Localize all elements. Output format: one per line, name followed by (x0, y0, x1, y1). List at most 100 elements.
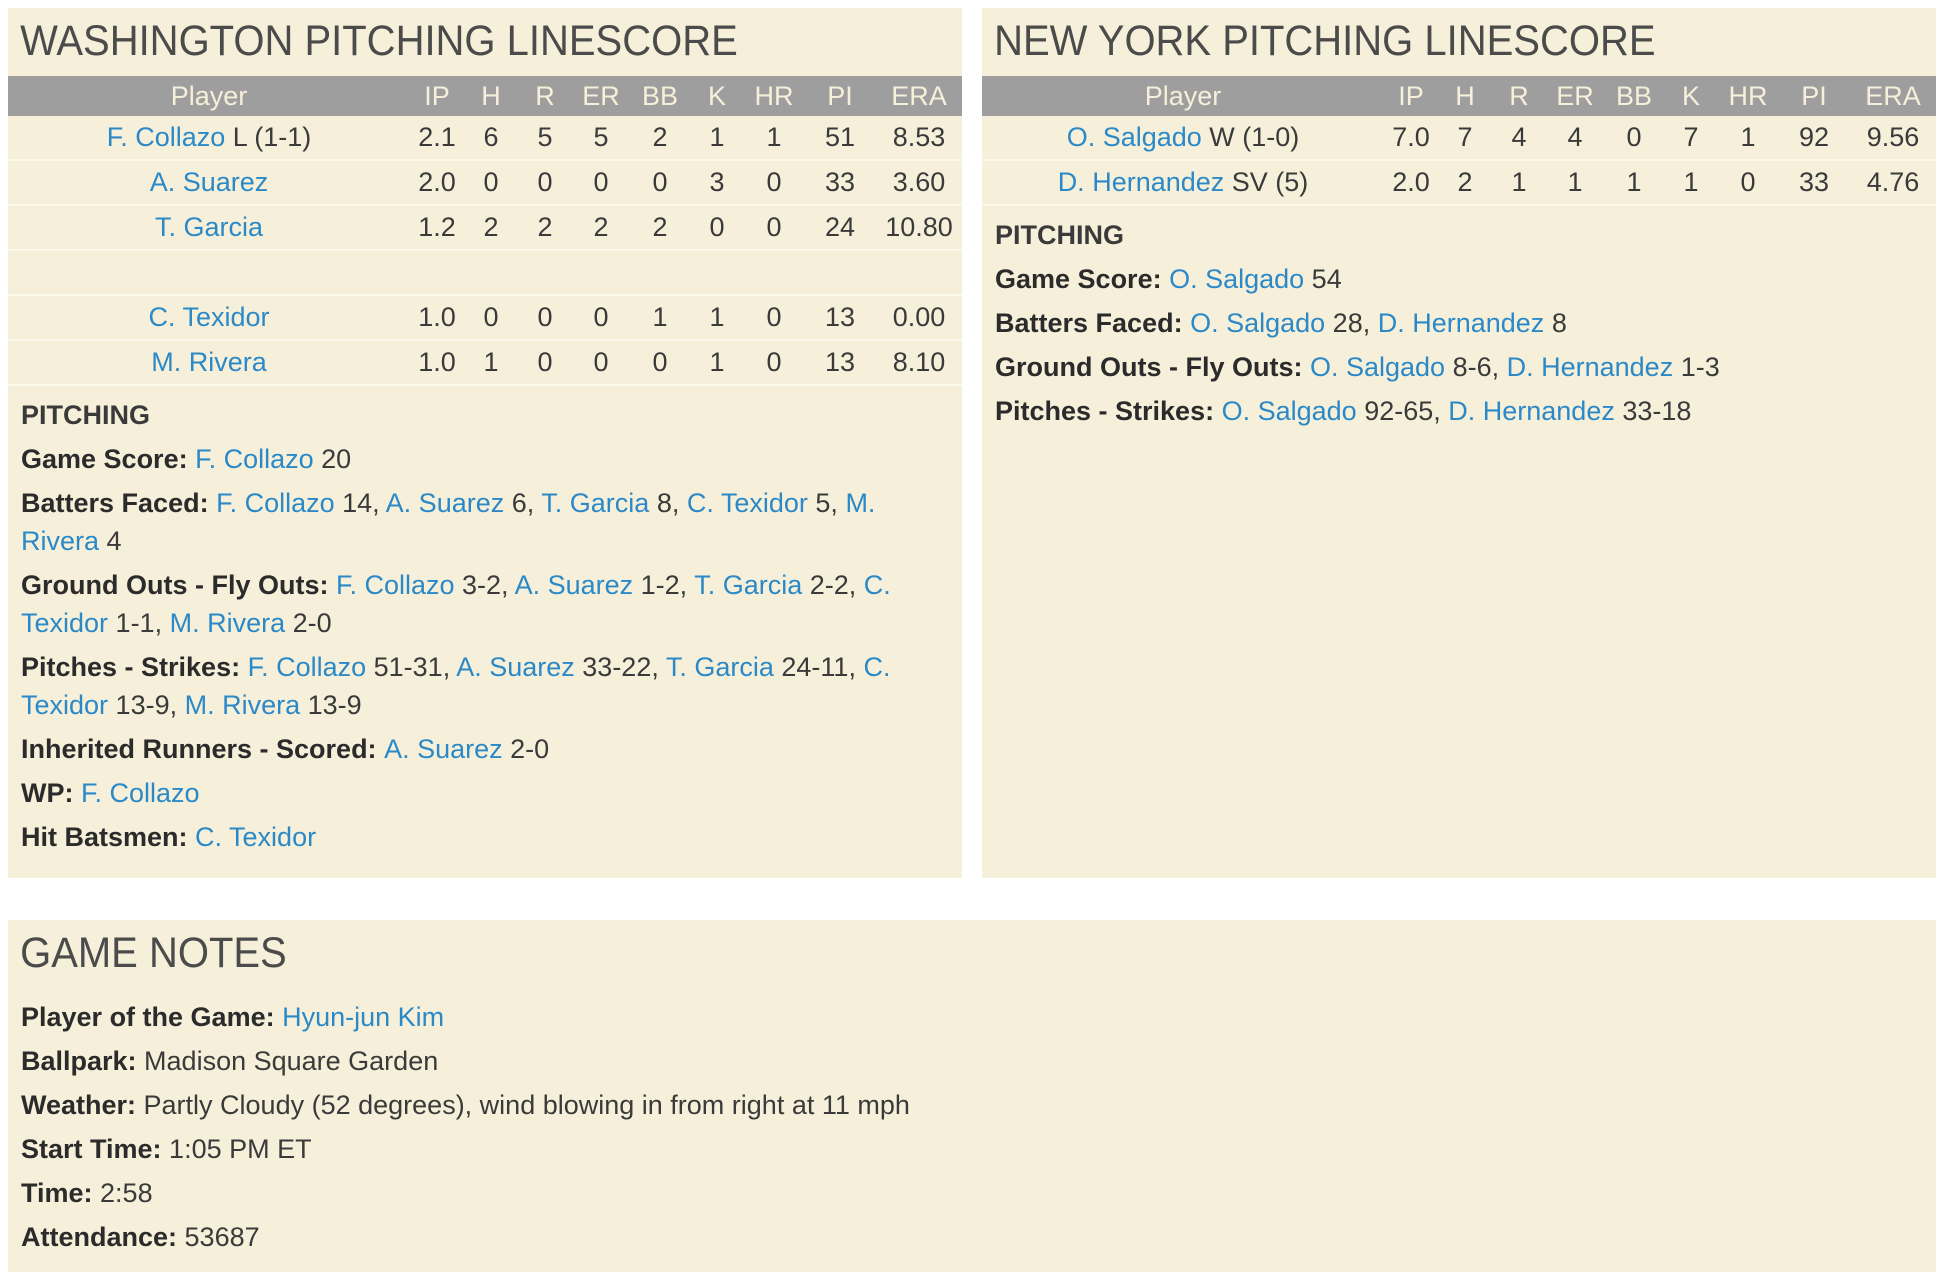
stat-cell: 1.0 (410, 295, 464, 341)
stat-cell: 13 (804, 340, 876, 386)
note-label: Ground Outs - Fly Outs: (21, 570, 336, 600)
player-link[interactable]: F. Collazo (216, 488, 335, 518)
note-label: Pitches - Strikes: (995, 396, 1222, 426)
notes-body: Game Score: F. Collazo 20 Batters Faced: … (21, 440, 948, 856)
player-link[interactable]: T. Garcia (541, 488, 650, 518)
player-link[interactable]: M. Rivera (184, 690, 301, 720)
column-header: ERA (1850, 76, 1936, 116)
player-link[interactable]: O. Salgado (1169, 264, 1305, 294)
pitcher-link[interactable]: F. Collazo (106, 122, 226, 152)
player-link[interactable]: A. Suarez (384, 734, 503, 764)
pitcher-cell: T. Garcia (8, 205, 410, 251)
player-link[interactable]: O. Salgado (1221, 396, 1357, 426)
table-header-row: Player IP H R ER BB K HR PI ERA (982, 76, 1936, 116)
player-link[interactable]: O. Salgado (1309, 352, 1446, 382)
player-link[interactable]: D. Hernandez (1377, 308, 1545, 338)
player-link[interactable]: T. Garcia (665, 652, 774, 682)
column-header: Player (8, 76, 410, 116)
stat-cell: 1 (1718, 116, 1778, 161)
note-line: Player of the Game: Hyun-jun Kim (21, 998, 1922, 1036)
note-text: Madison Square Garden (144, 1046, 439, 1076)
player-link[interactable]: C. Texidor (21, 570, 891, 638)
note-label: WP: (21, 778, 81, 808)
note-text: 24-11, (773, 652, 864, 682)
column-header: PI (1778, 76, 1850, 116)
pitcher-link[interactable]: M. Rivera (151, 347, 267, 377)
stat-cell: 1 (630, 295, 690, 341)
stat-cell (630, 250, 690, 296)
stat-cell: 0 (1718, 160, 1778, 206)
stat-cell: 0 (464, 160, 518, 206)
stat-cell: 24 (804, 205, 876, 251)
stat-cell: 2 (464, 205, 518, 251)
game-notes: Player of the Game: Hyun-jun Kim Ballpark… (8, 988, 1936, 1272)
note-label: Player of the Game: (21, 1002, 283, 1032)
stat-cell: 2.1 (410, 116, 464, 161)
player-link[interactable]: M. Rivera (169, 608, 286, 638)
stat-cell: 10.80 (876, 205, 962, 251)
pitcher-row: F. Collazo L (1-1) 2.1 6 5 5 2 1 1 51 8.53 (8, 116, 962, 161)
player-link[interactable]: F. Collazo (81, 778, 200, 808)
stat-cell: 0 (572, 340, 630, 386)
table-header-row: Player IP H R ER BB K HR PI ERA (8, 76, 962, 116)
game-notes-panel: GAME NOTES Player of the Game: Hyun-jun … (8, 920, 1936, 1272)
pitcher-link[interactable]: C. Texidor (148, 302, 270, 332)
player-link[interactable]: F. Collazo (247, 652, 367, 682)
player-link[interactable]: F. Collazo (195, 444, 314, 474)
note-line: Pitches - Strikes: O. Salgado 92-65, D. … (995, 392, 1922, 430)
player-link[interactable]: Hyun-jun Kim (282, 1002, 445, 1032)
empty-row (8, 250, 962, 296)
stat-cell: 33 (804, 160, 876, 206)
table-body: F. Collazo L (1-1) 2.1 6 5 5 2 1 1 51 8.53 A. Suar… (8, 116, 962, 386)
player-link[interactable]: C. Texidor (195, 822, 317, 852)
newyork-panel-title: NEW YORK PITCHING LINESCORE (994, 17, 1656, 65)
player-link[interactable]: C. Texidor (686, 488, 808, 518)
player-link[interactable]: D. Hernandez (1506, 352, 1674, 382)
note-label: Pitches - Strikes: (21, 652, 248, 682)
washington-pitching-table: Player IP H R ER BB K HR PI ERA F. Collazo L (1-1… (8, 76, 962, 386)
stat-cell: 0 (744, 205, 804, 251)
pitcher-link[interactable]: O. Salgado (1066, 122, 1202, 152)
player-link[interactable]: A. Suarez (514, 570, 634, 600)
note-text: 14, (334, 488, 386, 518)
player-link[interactable]: T. Garcia (694, 570, 803, 600)
stat-cell: 6 (464, 116, 518, 161)
pitcher-link[interactable]: T. Garcia (154, 212, 264, 242)
player-link[interactable]: M. Rivera (21, 488, 876, 556)
stat-cell: 0 (744, 160, 804, 206)
player-link[interactable]: A. Suarez (456, 652, 575, 682)
stat-cell: 51 (804, 116, 876, 161)
note-text: 8-6, (1445, 352, 1507, 382)
player-link[interactable]: C. Texidor (21, 652, 891, 720)
player-link[interactable]: A. Suarez (385, 488, 505, 518)
note-text: Partly Cloudy (52 degrees), wind blowing… (143, 1090, 910, 1120)
notes-body: Player of the Game: Hyun-jun Kim Ballpark… (21, 998, 1922, 1256)
stat-cell: 0 (690, 205, 744, 251)
stat-cell: 4.76 (1850, 160, 1936, 206)
stat-cell: 0 (518, 160, 572, 206)
stat-cell: 9.56 (1850, 116, 1936, 161)
pitcher-link[interactable]: A. Suarez (149, 167, 269, 197)
note-text: 3-2, (454, 570, 515, 600)
stat-cell: 1 (690, 116, 744, 161)
stat-cell (744, 250, 804, 296)
note-text: 1-2, (633, 570, 695, 600)
stat-cell: 0 (630, 160, 690, 206)
note-line: Ground Outs - Fly Outs: F. Collazo 3-2, … (21, 566, 948, 642)
column-header: IP (410, 76, 464, 116)
column-header: H (1438, 76, 1492, 116)
column-header: BB (1604, 76, 1664, 116)
player-link[interactable]: F. Collazo (335, 570, 455, 600)
stat-cell: 3 (690, 160, 744, 206)
note-text: 51-31, (366, 652, 457, 682)
pitcher-row: T. Garcia 1.2 2 2 2 2 0 0 24 10.80 (8, 205, 962, 251)
note-label: Game Score: (995, 264, 1170, 294)
player-link[interactable]: D. Hernandez (1448, 396, 1615, 426)
pitcher-cell (8, 250, 410, 296)
stat-cell: 0 (744, 340, 804, 386)
stat-cell: 5 (572, 116, 630, 161)
player-link[interactable]: O. Salgado (1190, 308, 1326, 338)
pitcher-link[interactable]: D. Hernandez (1057, 167, 1225, 197)
pitcher-row: D. Hernandez SV (5) 2.0 2 1 1 1 1 0 33 4.76 (982, 160, 1936, 206)
stat-cell (804, 250, 876, 296)
